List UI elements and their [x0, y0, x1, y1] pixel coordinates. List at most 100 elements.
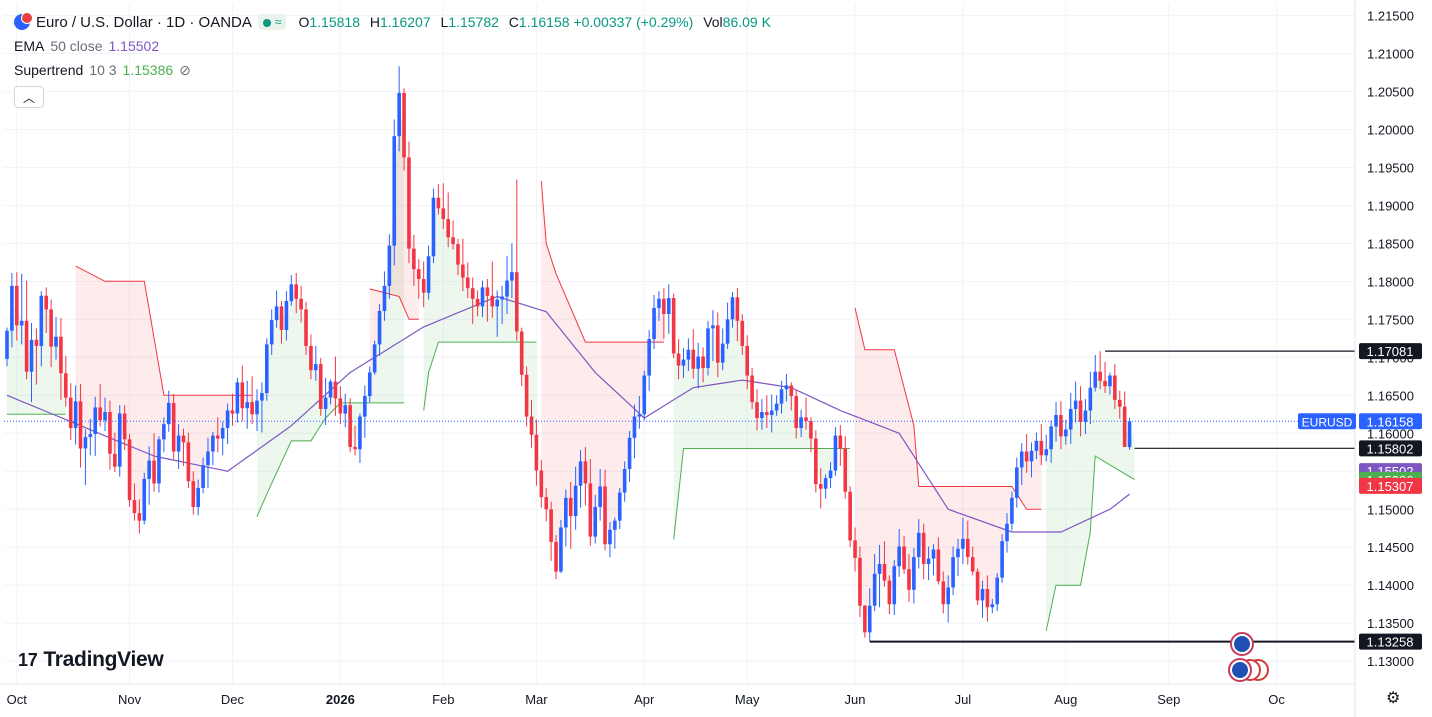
candle-body	[1010, 497, 1014, 524]
candle-body	[220, 427, 225, 439]
candle-body	[358, 416, 362, 450]
candle-body	[774, 403, 779, 411]
ema-params: 50 close	[50, 38, 103, 54]
candle-body	[294, 284, 299, 299]
time-tick-label: Apr	[634, 692, 655, 707]
candle-body	[946, 587, 950, 605]
candle-body	[64, 373, 68, 398]
symbol-title[interactable]: Euro / U.S. Dollar · 1D · OANDA	[36, 13, 252, 31]
candle-body	[206, 451, 210, 466]
tradingview-logo[interactable]: 17 TradingView	[18, 648, 164, 672]
price-tick-label: 1.19000	[1367, 198, 1414, 213]
candle-body	[1019, 451, 1024, 468]
horizontal-lines	[869, 350, 1355, 643]
candle-body	[843, 448, 848, 492]
candle-body	[877, 563, 882, 574]
candle-body	[1000, 541, 1004, 578]
candle-body	[887, 580, 892, 605]
price-tick-label: 1.16000	[1367, 426, 1414, 441]
candle-body	[29, 339, 34, 372]
candle-body	[544, 497, 549, 510]
candle-body	[985, 589, 990, 608]
open-value: 1.15818	[309, 14, 360, 30]
candle-body	[407, 157, 411, 249]
time-tick-label: Oc	[1268, 692, 1285, 707]
candle-body	[505, 280, 509, 297]
candle-body	[480, 287, 485, 307]
candle-body	[916, 532, 921, 558]
ema-legend-row[interactable]: EMA 50 close 1.15502	[14, 34, 771, 58]
candle-body	[872, 573, 877, 606]
candle-body	[897, 546, 901, 567]
candle-body	[353, 446, 357, 450]
candle-body	[274, 306, 279, 321]
chevron-up-icon: ︿	[22, 90, 35, 105]
candle-body	[201, 465, 205, 488]
candle-body	[818, 484, 823, 489]
gear-icon[interactable]: ⚙	[1386, 690, 1401, 707]
candle-body	[279, 306, 284, 330]
candle-body	[549, 509, 553, 542]
price-tick-label: 1.20500	[1367, 84, 1414, 99]
candle-body	[108, 412, 112, 454]
candle-body	[68, 397, 73, 428]
hline-price-tag: 1.15802	[1367, 441, 1414, 456]
price-tick-label: 1.16500	[1367, 388, 1414, 403]
candle-body	[529, 416, 534, 435]
candle-body	[711, 325, 715, 329]
ohlc-values: O1.15818 H1.16207 L1.15782 C1.16158 +0.0…	[298, 14, 771, 30]
candle-body	[765, 412, 769, 416]
candle-body	[1088, 387, 1093, 411]
time-tick-label: Nov	[118, 692, 142, 707]
candle-body	[495, 299, 499, 307]
collapse-legend-button[interactable]: ︿	[14, 86, 44, 108]
change-value: +0.00337 (+0.29%)	[573, 14, 694, 30]
candle-body	[848, 491, 852, 541]
candle-body	[784, 385, 789, 390]
candle-body	[804, 417, 808, 422]
candle-body	[54, 336, 58, 347]
supertrend-fill	[75, 266, 253, 517]
time-axis: Oct Nov Dec 2026 Feb Mar Apr May Jun Jul Aug Sep Oc	[0, 683, 1355, 707]
candle-body	[230, 410, 235, 414]
supertrend-name: Supertrend	[14, 62, 84, 78]
candle-body	[769, 410, 774, 416]
candle-body	[1103, 380, 1107, 387]
candle-body	[485, 287, 490, 296]
eye-off-icon[interactable]: ⊘	[179, 61, 191, 78]
supertrend-line	[673, 448, 851, 540]
candle-body	[676, 353, 681, 366]
logo-text: TradingView	[43, 648, 164, 671]
candle-body	[970, 557, 975, 572]
candle-body	[338, 398, 343, 414]
candle-body	[1117, 399, 1122, 407]
candle-body	[1005, 523, 1009, 542]
candle-body	[745, 345, 750, 376]
candle-body	[828, 470, 833, 479]
candle-body	[647, 339, 651, 376]
candle-body	[363, 396, 367, 417]
candle-body	[44, 295, 49, 310]
candle-body	[789, 385, 794, 397]
supertrend-legend-row[interactable]: Supertrend 10 3 1.15386 ⊘	[14, 58, 771, 82]
candle-body	[1024, 451, 1029, 462]
candle-body	[323, 397, 328, 409]
candle-body	[980, 589, 985, 601]
candle-body	[578, 461, 583, 486]
candle-body	[34, 339, 39, 346]
candle-body	[613, 520, 617, 530]
price-tick-label: 1.13000	[1367, 654, 1414, 669]
candle-body	[299, 298, 303, 310]
candle-body	[240, 382, 245, 409]
candle-body	[524, 374, 529, 417]
candle-body	[412, 248, 416, 270]
candle-body	[1054, 415, 1058, 427]
candle-body	[1049, 426, 1053, 450]
candle-body	[559, 527, 563, 572]
candle-body	[1108, 375, 1112, 387]
candle-body	[671, 298, 676, 354]
supertrend-fills	[7, 114, 1135, 631]
ema-line	[6, 295, 1130, 533]
market-status-badge[interactable]: ≈	[257, 14, 287, 30]
